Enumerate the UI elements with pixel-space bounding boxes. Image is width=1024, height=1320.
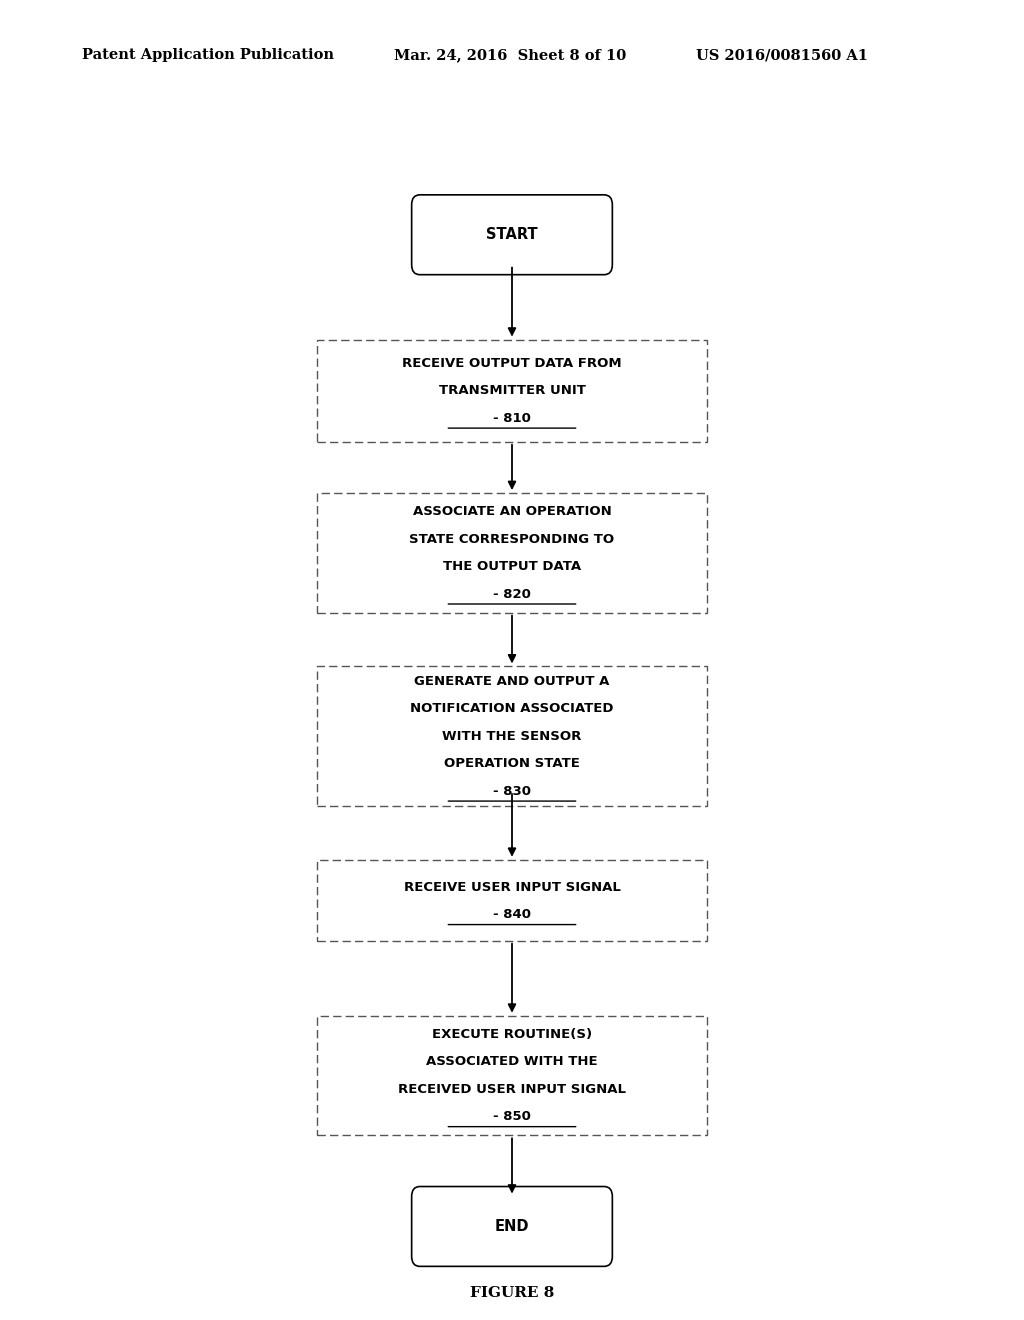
Text: - 830: - 830: [493, 784, 531, 797]
Text: FIGURE 8: FIGURE 8: [470, 1286, 554, 1300]
Text: ASSOCIATED WITH THE: ASSOCIATED WITH THE: [426, 1055, 598, 1068]
Text: Mar. 24, 2016  Sheet 8 of 10: Mar. 24, 2016 Sheet 8 of 10: [394, 49, 627, 62]
FancyBboxPatch shape: [317, 861, 707, 941]
Text: US 2016/0081560 A1: US 2016/0081560 A1: [696, 49, 868, 62]
Text: WITH THE SENSOR: WITH THE SENSOR: [442, 730, 582, 743]
FancyBboxPatch shape: [317, 667, 707, 807]
FancyBboxPatch shape: [412, 195, 612, 275]
Text: - 810: - 810: [494, 412, 530, 425]
Text: - 840: - 840: [493, 908, 531, 921]
Text: THE OUTPUT DATA: THE OUTPUT DATA: [443, 560, 581, 573]
FancyBboxPatch shape: [317, 1015, 707, 1135]
Text: RECEIVED USER INPUT SIGNAL: RECEIVED USER INPUT SIGNAL: [398, 1082, 626, 1096]
Text: TRANSMITTER UNIT: TRANSMITTER UNIT: [438, 384, 586, 397]
Text: END: END: [495, 1218, 529, 1234]
Text: Patent Application Publication: Patent Application Publication: [82, 49, 334, 62]
Text: START: START: [486, 227, 538, 243]
Text: ASSOCIATE AN OPERATION: ASSOCIATE AN OPERATION: [413, 506, 611, 519]
Text: RECEIVE USER INPUT SIGNAL: RECEIVE USER INPUT SIGNAL: [403, 880, 621, 894]
Text: NOTIFICATION ASSOCIATED: NOTIFICATION ASSOCIATED: [411, 702, 613, 715]
FancyBboxPatch shape: [412, 1187, 612, 1266]
Text: RECEIVE OUTPUT DATA FROM: RECEIVE OUTPUT DATA FROM: [402, 356, 622, 370]
Text: STATE CORRESPONDING TO: STATE CORRESPONDING TO: [410, 533, 614, 545]
Text: - 820: - 820: [494, 587, 530, 601]
FancyBboxPatch shape: [317, 339, 707, 442]
Text: GENERATE AND OUTPUT A: GENERATE AND OUTPUT A: [415, 675, 609, 688]
Text: - 850: - 850: [494, 1110, 530, 1123]
Text: EXECUTE ROUTINE(S): EXECUTE ROUTINE(S): [432, 1028, 592, 1041]
Text: OPERATION STATE: OPERATION STATE: [444, 758, 580, 770]
FancyBboxPatch shape: [317, 492, 707, 612]
